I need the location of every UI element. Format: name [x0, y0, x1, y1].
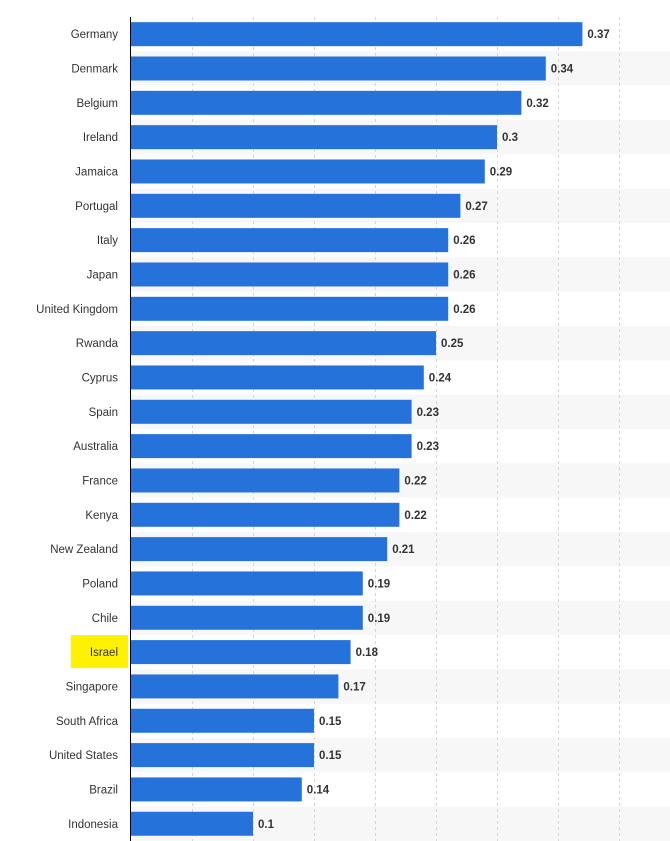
- bar: [131, 228, 449, 253]
- category-label: United States: [49, 750, 118, 762]
- bar: [131, 502, 400, 527]
- value-label: 0.23: [417, 441, 439, 453]
- value-label: 0.21: [392, 544, 415, 556]
- value-label: 0.26: [453, 235, 475, 247]
- value-label: 0.19: [368, 613, 390, 625]
- gridlines: [192, 17, 620, 841]
- category-labels: Germany Denmark Belgium Ireland Jamaica Portu…: [36, 29, 118, 831]
- bar: [131, 537, 388, 562]
- bar: [131, 571, 363, 596]
- bar: [131, 262, 449, 287]
- bar: [131, 811, 253, 836]
- bar: [131, 365, 424, 390]
- category-label: Portugal: [75, 201, 118, 213]
- category-label: South Africa: [56, 716, 119, 728]
- value-label: 0.37: [587, 29, 609, 41]
- value-label: 0.18: [356, 647, 379, 659]
- bar: [131, 193, 461, 218]
- bar: [131, 331, 436, 356]
- value-label: 0.26: [453, 304, 475, 316]
- value-label: 0.25: [441, 338, 464, 350]
- category-label: Chile: [92, 613, 118, 625]
- category-label: Japan: [87, 269, 118, 281]
- bar: [131, 22, 583, 47]
- value-labels: 0.37 0.34 0.32 0.3 0.29 0.27 0.26 0.26 0.26 0.25 0…: [258, 29, 610, 831]
- category-label: Ireland: [83, 132, 118, 144]
- category-label: Israel: [90, 647, 118, 659]
- bar: [131, 468, 400, 493]
- value-label: 0.15: [319, 750, 342, 762]
- category-label: Rwanda: [76, 338, 119, 350]
- bar: [131, 56, 546, 81]
- category-label: Singapore: [66, 681, 118, 693]
- value-label: 0.32: [526, 98, 548, 110]
- bars: [131, 22, 583, 836]
- value-label: 0.17: [343, 681, 365, 693]
- category-label: Italy: [97, 235, 118, 247]
- bar: [131, 125, 497, 150]
- value-label: 0.22: [404, 475, 426, 487]
- category-label: Belgium: [76, 98, 118, 110]
- category-label: New Zealand: [50, 544, 118, 556]
- value-label: 0.29: [490, 166, 512, 178]
- bar: [131, 640, 351, 665]
- bar: [131, 434, 412, 459]
- value-label: 0.26: [453, 269, 475, 281]
- highlight-layer: [71, 635, 128, 669]
- bar: [131, 90, 522, 115]
- category-label: Poland: [82, 578, 118, 590]
- value-label: 0.3: [502, 132, 518, 144]
- value-label: 0.27: [465, 201, 487, 213]
- value-label: 0.34: [551, 63, 574, 75]
- highlight-marker: [71, 635, 128, 669]
- bar: [131, 743, 314, 768]
- category-label: Indonesia: [68, 819, 118, 831]
- value-label: 0.22: [404, 510, 426, 522]
- value-label: 0.24: [429, 372, 452, 384]
- value-label: 0.19: [368, 578, 390, 590]
- bar: [131, 674, 339, 699]
- bar: [131, 399, 412, 424]
- category-label: Kenya: [85, 510, 118, 522]
- category-label: Germany: [71, 29, 119, 41]
- value-label: 0.1: [258, 819, 275, 831]
- category-label: Cyprus: [82, 372, 119, 384]
- value-label: 0.15: [319, 716, 342, 728]
- value-label: 0.14: [307, 784, 330, 796]
- bar: [131, 605, 363, 630]
- bar: [131, 777, 302, 802]
- category-label: Denmark: [71, 63, 118, 75]
- category-label: Jamaica: [75, 166, 118, 178]
- category-label: Spain: [89, 407, 118, 419]
- category-label: United Kingdom: [36, 304, 118, 316]
- bar: [131, 708, 314, 733]
- value-label: 0.23: [417, 407, 439, 419]
- category-label: Brazil: [89, 784, 118, 796]
- bar: [131, 159, 485, 184]
- bar: [131, 296, 449, 321]
- category-label: France: [82, 475, 118, 487]
- category-label: Australia: [73, 441, 118, 453]
